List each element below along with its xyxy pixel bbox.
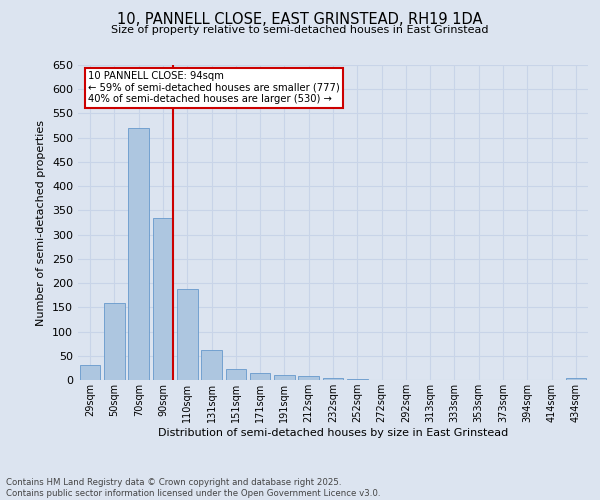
Bar (347, 379, 368, 380)
Text: Contains HM Land Registry data © Crown copyright and database right 2025.
Contai: Contains HM Land Registry data © Crown c… (6, 478, 380, 498)
Bar (128, 128, 149, 380)
Bar (323, 378, 343, 380)
Bar (298, 376, 319, 380)
Bar (104, 304, 125, 380)
Y-axis label: Number of semi-detached properties: Number of semi-detached properties (37, 120, 46, 326)
Bar (250, 372, 271, 380)
Text: Size of property relative to semi-detached houses in East Grinstead: Size of property relative to semi-detach… (111, 25, 489, 35)
Bar (226, 370, 246, 380)
Bar (274, 375, 295, 380)
Text: 10, PANNELL CLOSE, EAST GRINSTEAD, RH19 1DA: 10, PANNELL CLOSE, EAST GRINSTEAD, RH19 … (117, 12, 483, 28)
X-axis label: Distribution of semi-detached houses by size in East Grinstead: Distribution of semi-detached houses by … (158, 428, 508, 438)
Bar (80, 366, 100, 380)
Bar (177, 290, 197, 380)
Text: 10 PANNELL CLOSE: 94sqm
← 59% of semi-detached houses are smaller (777)
40% of s: 10 PANNELL CLOSE: 94sqm ← 59% of semi-de… (88, 72, 340, 104)
Bar (566, 378, 586, 380)
Bar (201, 350, 222, 380)
Bar (152, 218, 173, 380)
